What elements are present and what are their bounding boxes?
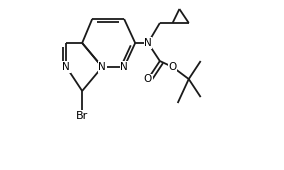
Text: N: N (144, 38, 152, 48)
Text: O: O (144, 74, 152, 84)
Text: Br: Br (76, 111, 88, 121)
Text: N: N (120, 62, 128, 72)
Text: N: N (62, 62, 70, 72)
Text: N: N (98, 62, 106, 72)
Text: O: O (168, 62, 177, 72)
